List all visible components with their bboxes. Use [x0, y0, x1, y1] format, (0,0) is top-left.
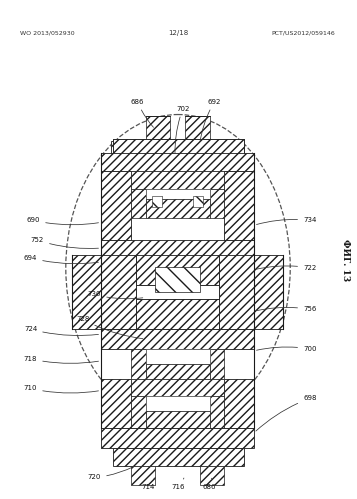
Bar — [136, 284, 219, 299]
Bar — [146, 411, 210, 428]
Text: 686: 686 — [203, 478, 216, 491]
Text: 720: 720 — [88, 467, 133, 481]
Bar — [101, 329, 254, 349]
Text: ФИГ. 13: ФИГ. 13 — [341, 239, 350, 281]
Text: 700: 700 — [257, 346, 317, 352]
Text: 702: 702 — [175, 106, 190, 153]
Bar — [210, 396, 224, 428]
Bar — [131, 349, 146, 379]
Bar — [111, 141, 244, 163]
Bar — [146, 349, 210, 364]
Bar — [131, 396, 146, 428]
Text: 734: 734 — [256, 218, 316, 225]
Bar — [185, 116, 210, 154]
Text: 718: 718 — [24, 356, 99, 363]
Bar — [113, 448, 244, 466]
Bar — [224, 379, 254, 428]
Text: 752: 752 — [31, 237, 99, 249]
Bar — [113, 139, 244, 163]
Bar — [101, 428, 254, 448]
Text: PCT/US2012/059146: PCT/US2012/059146 — [272, 30, 336, 35]
Text: 724: 724 — [24, 326, 99, 335]
Bar — [131, 189, 146, 219]
Text: 714: 714 — [142, 478, 155, 491]
Text: 694: 694 — [24, 255, 99, 263]
Bar — [200, 466, 224, 486]
Bar — [131, 171, 224, 189]
Bar — [152, 196, 162, 208]
Bar — [101, 171, 131, 240]
Bar — [113, 139, 244, 163]
Bar — [101, 240, 254, 260]
Bar — [146, 364, 210, 379]
Bar — [101, 379, 131, 428]
Bar — [210, 189, 224, 219]
Bar — [101, 153, 254, 171]
Bar — [219, 255, 283, 329]
Text: 716: 716 — [171, 478, 185, 491]
Bar — [155, 267, 200, 291]
Bar — [146, 199, 210, 219]
Text: 692: 692 — [200, 99, 221, 141]
Text: 728: 728 — [76, 316, 143, 339]
Bar — [136, 299, 219, 329]
Text: 730: 730 — [88, 291, 143, 299]
Text: WO 2013/052930: WO 2013/052930 — [20, 30, 75, 35]
Bar — [146, 396, 210, 411]
Bar — [193, 196, 203, 208]
Text: 722: 722 — [257, 265, 316, 271]
Bar — [131, 466, 155, 486]
Bar — [146, 116, 170, 154]
Text: 686: 686 — [131, 99, 154, 127]
Bar — [224, 171, 254, 240]
Bar — [210, 349, 224, 379]
Bar — [72, 255, 136, 329]
Text: 690: 690 — [27, 218, 99, 225]
Bar — [146, 189, 210, 199]
Text: 698: 698 — [256, 395, 317, 431]
Bar — [136, 255, 219, 284]
Text: 756: 756 — [257, 306, 316, 312]
Bar — [131, 379, 224, 396]
Text: 12/18: 12/18 — [168, 30, 188, 36]
Text: 710: 710 — [24, 385, 99, 393]
